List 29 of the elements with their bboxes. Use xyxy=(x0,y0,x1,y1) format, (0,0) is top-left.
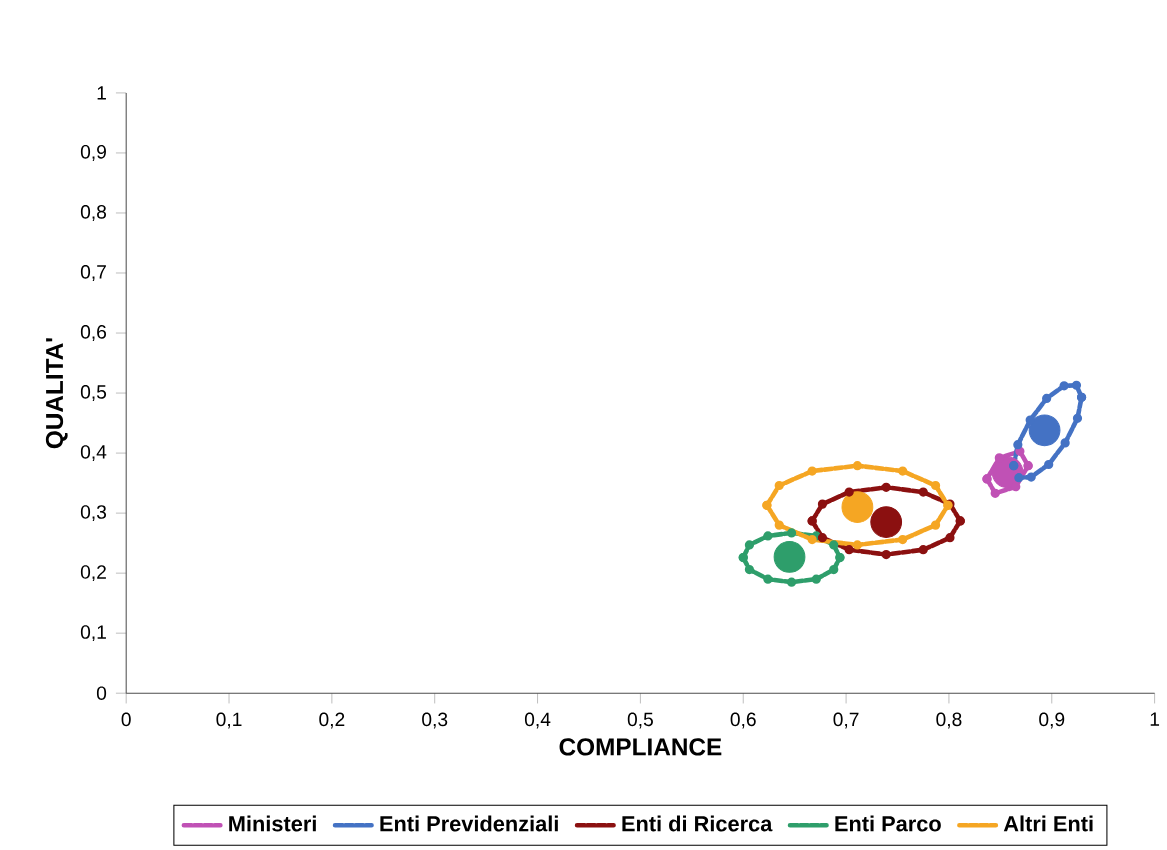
legend-label: Altri Enti xyxy=(1003,815,1093,832)
y-tick-label: 0,1 xyxy=(80,625,106,642)
y-tick-label: 1 xyxy=(97,86,106,100)
y-tick-label: 0,4 xyxy=(80,445,107,462)
x-tick-label: 0 xyxy=(121,712,131,727)
x-tick-label: 0,6 xyxy=(730,712,756,729)
x-tick-label: 0,1 xyxy=(216,712,242,729)
legend-label: Enti di Ricerca xyxy=(622,815,773,832)
x-tick-label: 0,5 xyxy=(627,712,653,729)
y-tick-label: 0,6 xyxy=(80,325,107,341)
legend-label: Enti Previdenziali xyxy=(380,815,558,832)
y-tick-label: 0 xyxy=(96,686,107,701)
y-tick-label: 0,3 xyxy=(80,505,107,522)
y-tick-label: 0,7 xyxy=(80,265,106,281)
y-tick-label: 0,5 xyxy=(80,385,107,401)
y-axis-title: QUALITA' xyxy=(45,338,68,449)
x-tick-label: 0,7 xyxy=(833,712,859,729)
y-tick-label: 0,8 xyxy=(80,205,107,221)
x-axis-title: COMPLIANCE xyxy=(559,738,722,756)
y-tick-label: 0,2 xyxy=(80,565,106,582)
x-tick-label: 0,4 xyxy=(524,712,551,729)
x-tick-label: 0,9 xyxy=(1039,712,1065,729)
legend-label: Ministeri xyxy=(229,815,316,832)
legend-label: Enti Parco xyxy=(835,815,941,832)
x-tick-label: 1 xyxy=(1150,712,1160,726)
x-tick-label: 0,8 xyxy=(936,712,962,729)
x-tick-label: 0,2 xyxy=(319,712,345,729)
y-tick-label: 0,9 xyxy=(80,145,106,161)
x-tick-label: 0,3 xyxy=(422,712,448,729)
